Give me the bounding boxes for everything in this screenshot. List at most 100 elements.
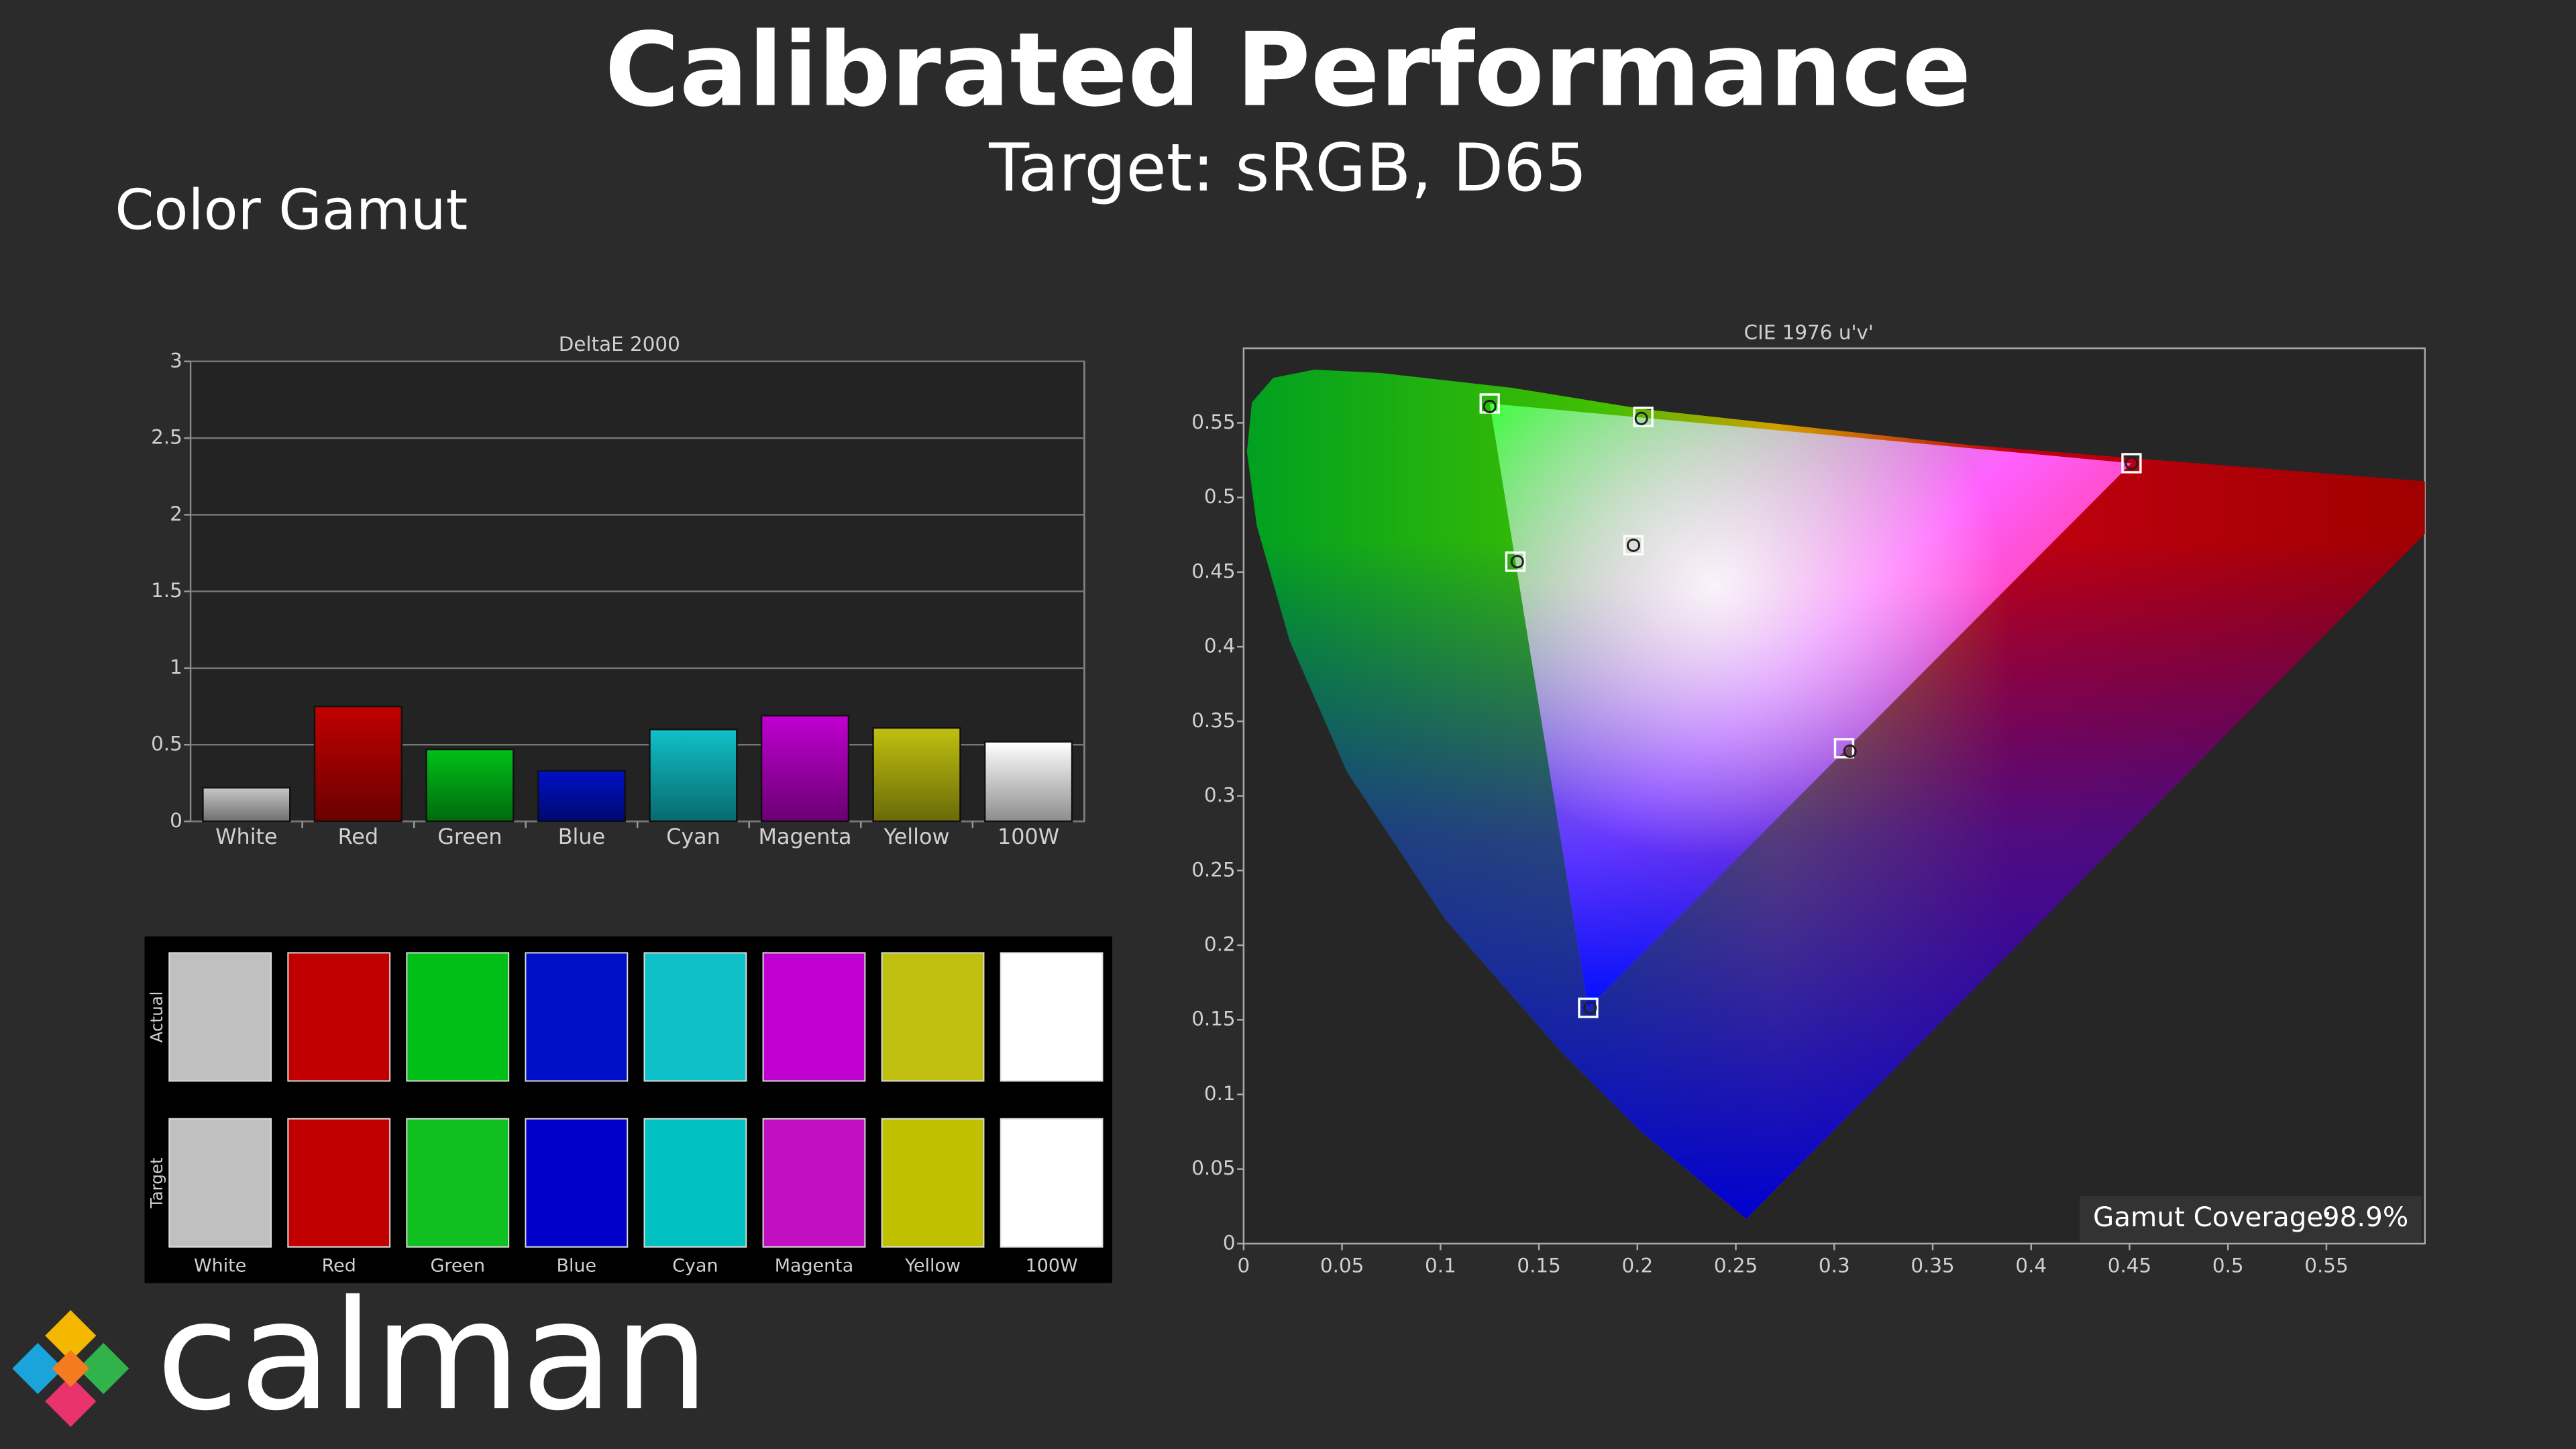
bar-shade bbox=[426, 749, 514, 822]
x-tick-label: 0.4 bbox=[2015, 1254, 2047, 1277]
target-marker bbox=[1578, 998, 1599, 1018]
x-tick-label: 0.55 bbox=[2304, 1254, 2348, 1277]
target-marker bbox=[1633, 407, 1654, 427]
actual-swatch bbox=[762, 952, 866, 1082]
target-swatch bbox=[1000, 1118, 1104, 1248]
actual-swatch bbox=[287, 952, 391, 1082]
y-tick-label: 0.35 bbox=[1191, 709, 1235, 732]
x-tick-label: 0.3 bbox=[1819, 1254, 1850, 1277]
actual-marker bbox=[1483, 399, 1497, 413]
cie-chart-title: CIE 1976 u'v' bbox=[1744, 321, 1874, 344]
x-tick-label: Green bbox=[437, 824, 502, 849]
actual-swatch bbox=[1000, 952, 1104, 1082]
target-swatch bbox=[406, 1118, 510, 1248]
x-tick-label: Magenta bbox=[759, 824, 852, 849]
gamut-coverage-value: 98.9% bbox=[2322, 1201, 2408, 1233]
y-tick-label: 0.15 bbox=[1191, 1008, 1235, 1030]
bar-shade bbox=[761, 715, 849, 822]
x-tick-label: 0.05 bbox=[1320, 1254, 1364, 1277]
y-tick-label: 3 bbox=[170, 349, 182, 372]
x-tick-label: Cyan bbox=[666, 824, 720, 849]
section-title: Color Gamut bbox=[115, 177, 468, 242]
y-tick-label: 0.1 bbox=[1204, 1082, 1236, 1105]
bar-chart-title: DeltaE 2000 bbox=[559, 333, 680, 356]
bar-shade bbox=[314, 706, 402, 822]
y-tick-label: 0.5 bbox=[1204, 485, 1236, 508]
y-tick-label: 0.25 bbox=[1191, 858, 1235, 881]
actual-swatch bbox=[168, 952, 272, 1082]
x-tick-label: 100W bbox=[998, 824, 1059, 849]
swatch-label: Green bbox=[431, 1256, 486, 1277]
bar-shade bbox=[985, 741, 1073, 822]
x-tick-label: Red bbox=[338, 824, 378, 849]
x-tick-label: 0.2 bbox=[1621, 1254, 1653, 1277]
gamut-coverage-box bbox=[2080, 1195, 2422, 1242]
swatch-label: Yellow bbox=[904, 1256, 961, 1277]
y-tick-label: 0.5 bbox=[151, 733, 182, 755]
y-tick-label: 2.5 bbox=[151, 426, 182, 449]
swatch-label: 100W bbox=[1026, 1256, 1078, 1277]
x-tick-label: 0.25 bbox=[1714, 1254, 1758, 1277]
actual-swatch bbox=[643, 952, 747, 1082]
target-swatch bbox=[881, 1118, 985, 1248]
actual-marker bbox=[1583, 1001, 1597, 1015]
swatch-label: Magenta bbox=[775, 1256, 854, 1277]
y-tick-label: 0.4 bbox=[1204, 635, 1236, 657]
actual-swatch bbox=[406, 952, 510, 1082]
target-marker bbox=[2121, 453, 2142, 474]
x-tick-label: Blue bbox=[558, 824, 605, 849]
gamut-coverage-label: Gamut Coverage: bbox=[2093, 1201, 2332, 1233]
page-title: Calibrated Performance bbox=[604, 11, 1971, 129]
target-marker bbox=[1505, 551, 1526, 572]
swatch-row-label: Target bbox=[147, 1157, 166, 1209]
y-tick-label: 0.3 bbox=[1204, 784, 1236, 806]
swatch-row-label: Actual bbox=[147, 991, 166, 1043]
x-tick-label: 0.15 bbox=[1517, 1254, 1560, 1277]
actual-marker bbox=[1634, 411, 1648, 425]
actual-marker bbox=[1510, 555, 1524, 569]
x-tick-label: 0.35 bbox=[1911, 1254, 1954, 1277]
target-marker bbox=[1623, 535, 1644, 555]
x-tick-label: 0.1 bbox=[1425, 1254, 1456, 1277]
y-tick-label: 2 bbox=[170, 502, 182, 525]
swatch-label: Red bbox=[322, 1256, 356, 1277]
x-tick-label: White bbox=[215, 824, 278, 849]
bar-shade bbox=[203, 788, 290, 822]
x-tick-label: 0.5 bbox=[2212, 1254, 2244, 1277]
y-tick-label: 0.55 bbox=[1191, 411, 1235, 433]
target-swatch bbox=[762, 1118, 866, 1248]
target-swatch bbox=[168, 1118, 272, 1248]
cie-layer bbox=[1489, 403, 2132, 1008]
swatch-label: Blue bbox=[557, 1256, 597, 1277]
x-tick-label: 0.45 bbox=[2108, 1254, 2151, 1277]
bar-shade bbox=[873, 728, 961, 822]
actual-marker bbox=[2125, 456, 2139, 470]
swatch-label: White bbox=[194, 1256, 246, 1277]
y-tick-label: 0.2 bbox=[1204, 932, 1236, 955]
gamut-triangle-white bbox=[1489, 403, 2132, 1008]
y-tick-label: 1 bbox=[170, 655, 182, 678]
target-marker bbox=[1833, 738, 1855, 759]
logo-icon bbox=[12, 1309, 129, 1428]
actual-marker bbox=[1843, 744, 1857, 758]
page-subtitle: Target: sRGB, D65 bbox=[988, 130, 1587, 207]
y-tick-label: 0 bbox=[1223, 1231, 1236, 1254]
target-swatch bbox=[643, 1118, 747, 1248]
swatch-label: Cyan bbox=[672, 1256, 718, 1277]
target-swatch bbox=[525, 1118, 629, 1248]
logo-text: calman bbox=[156, 1269, 710, 1444]
actual-swatch bbox=[881, 952, 985, 1082]
bar-shade bbox=[649, 729, 737, 822]
y-tick-label: 0.05 bbox=[1191, 1157, 1235, 1179]
x-tick-label: Yellow bbox=[883, 824, 950, 849]
bar-shade bbox=[537, 771, 625, 822]
actual-swatch bbox=[525, 952, 629, 1082]
y-tick-label: 0.45 bbox=[1191, 559, 1235, 582]
actual-marker bbox=[1626, 538, 1640, 552]
y-tick-label: 1.5 bbox=[151, 579, 182, 602]
y-tick-label: 0 bbox=[170, 809, 182, 832]
target-swatch bbox=[287, 1118, 391, 1248]
x-tick-label: 0 bbox=[1238, 1254, 1250, 1277]
